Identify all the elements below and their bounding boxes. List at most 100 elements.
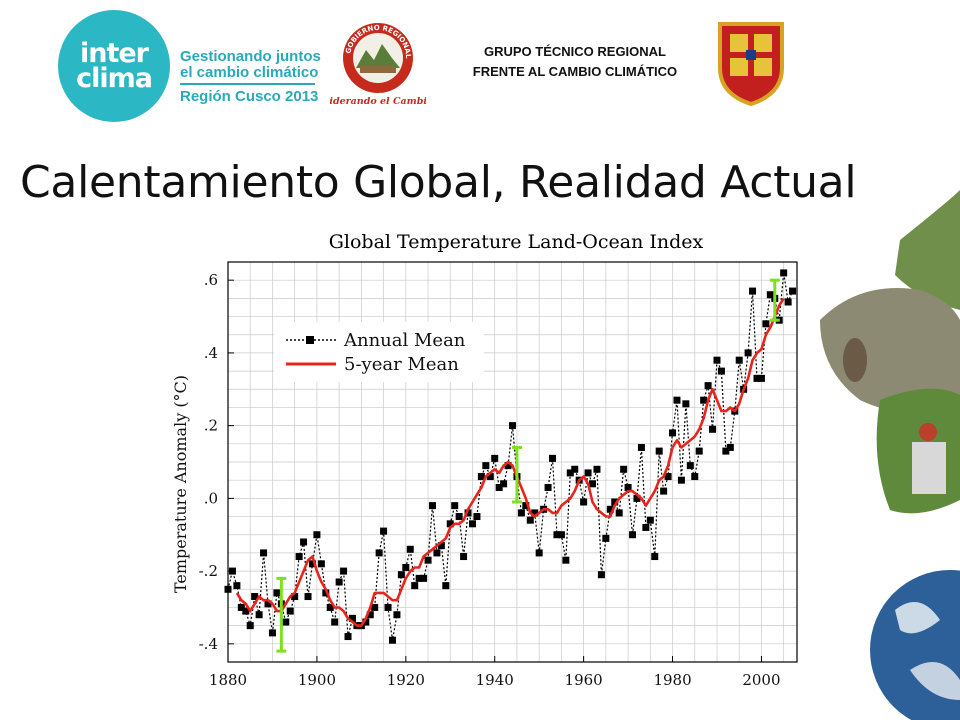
annual-mean-point <box>371 603 379 611</box>
annual-mean-point <box>264 600 272 608</box>
tagline-line-2: el cambio climático <box>180 64 319 81</box>
annual-mean-point <box>531 509 539 517</box>
annual-mean-point <box>500 480 508 488</box>
annual-mean-point <box>695 447 703 455</box>
annual-mean-point <box>428 502 436 510</box>
annual-mean-point <box>624 483 632 491</box>
annual-mean-point <box>637 443 645 451</box>
annual-mean-point <box>366 611 374 619</box>
annual-mean-point <box>535 549 543 557</box>
annual-mean-point <box>402 563 410 571</box>
annual-mean-point <box>295 553 303 561</box>
annual-mean-point <box>615 509 623 517</box>
annual-mean-point <box>451 502 459 510</box>
group-title-line-1: GRUPO TÉCNICO REGIONAL <box>483 44 666 59</box>
annual-mean-point <box>437 542 445 550</box>
annual-mean-point <box>660 487 668 495</box>
annual-mean-point <box>664 473 672 481</box>
annual-mean-point <box>304 593 312 601</box>
axis-ticks: 1880 1900 1920 1940 1960 1980 2000 -.4 -.2 .0 .2 .4… <box>199 271 781 689</box>
annual-mean-point <box>242 607 250 615</box>
annual-mean-point <box>273 589 281 597</box>
legend-annual-label: Annual Mean <box>343 330 466 351</box>
annual-mean-point <box>597 571 605 579</box>
x-tick-label: 1920 <box>387 671 425 689</box>
tagline-line-1: Gestionando juntos <box>180 48 321 65</box>
logo-text-clima: clima <box>76 63 153 94</box>
annual-mean-point <box>673 396 681 404</box>
legend-5yr-label: 5-year Mean <box>344 354 459 375</box>
error-bars <box>276 278 780 653</box>
annual-mean-point <box>446 520 454 528</box>
temperature-chart: Global Temperature Land-Ocean Index 1880… <box>171 231 798 689</box>
annual-mean-point <box>522 502 530 510</box>
annual-mean-point <box>686 462 694 470</box>
annual-mean-point <box>571 465 579 473</box>
annual-mean-point <box>246 622 254 630</box>
annual-mean-point <box>420 574 428 582</box>
annual-mean-point <box>606 505 614 513</box>
annual-mean-point <box>411 582 419 590</box>
annual-mean-point <box>584 469 592 477</box>
x-tick-label: 1960 <box>565 671 603 689</box>
annual-mean-point <box>415 574 423 582</box>
annual-mean-point <box>589 480 597 488</box>
annual-mean-point <box>348 614 356 622</box>
annual-mean-point <box>717 367 725 375</box>
annual-mean-point <box>549 454 557 462</box>
annual-mean-point <box>517 509 525 517</box>
annual-mean-point <box>509 422 516 430</box>
group-title-line-2: FRENTE AL CAMBIO CLIMÁTICO <box>472 64 678 79</box>
annual-mean-point <box>260 549 268 557</box>
annual-mean-point <box>340 567 348 575</box>
tagline-divider <box>180 83 315 85</box>
annual-mean-point <box>344 633 352 641</box>
annual-mean-point <box>291 593 299 601</box>
annual-mean-point <box>380 527 388 535</box>
x-tick-label: 2000 <box>742 671 780 689</box>
annual-mean-point <box>326 603 334 611</box>
annual-mean-point <box>633 494 641 502</box>
annual-mean-point <box>464 509 472 517</box>
annual-mean-point <box>691 473 699 481</box>
annual-mean-point <box>322 589 330 597</box>
annual-mean-point <box>700 396 708 404</box>
annual-mean-point <box>557 531 565 539</box>
annual-mean-point <box>789 287 797 295</box>
annual-mean-point <box>784 298 792 306</box>
annual-mean-point <box>388 636 396 644</box>
five-year-mean-line <box>235 297 785 627</box>
x-tick-label: 1940 <box>476 671 514 689</box>
annual-mean-point <box>580 498 588 506</box>
legend-annual-marker <box>306 336 314 344</box>
annual-mean-point <box>744 349 752 357</box>
annual-mean-point <box>629 531 637 539</box>
x-tick-label: 1980 <box>653 671 691 689</box>
annual-mean-point <box>308 560 316 568</box>
annual-mean-point <box>757 374 765 382</box>
bird-icon <box>843 338 867 382</box>
cusco-coat-of-arms-icon <box>718 22 784 106</box>
annual-mean-point <box>362 618 370 626</box>
gobierno-regional-seal-icon: GOBIERNO REGIONAL CUSCO Liderando el Cam… <box>330 16 426 107</box>
y-tick-label: .6 <box>204 271 218 289</box>
annual-mean-point <box>313 531 321 539</box>
annual-mean-point <box>735 356 743 364</box>
annual-mean-point <box>646 516 654 524</box>
annual-mean-point <box>233 582 241 590</box>
y-tick-label: .2 <box>204 417 218 435</box>
leaf-shape <box>895 190 960 310</box>
annual-mean-point <box>544 483 552 491</box>
annual-mean-point <box>526 516 534 524</box>
annual-mean-point <box>553 531 561 539</box>
annual-mean-point <box>473 513 481 521</box>
annual-mean-point <box>286 607 294 615</box>
annual-mean-point <box>384 603 392 611</box>
logo-text-inter: inter <box>79 38 149 69</box>
annual-mean-point <box>566 469 574 477</box>
annual-mean-point <box>482 462 490 470</box>
person-icon <box>919 423 937 441</box>
annual-mean-point <box>611 498 619 506</box>
annual-mean-point <box>455 513 463 521</box>
annual-mean-point <box>317 560 325 568</box>
